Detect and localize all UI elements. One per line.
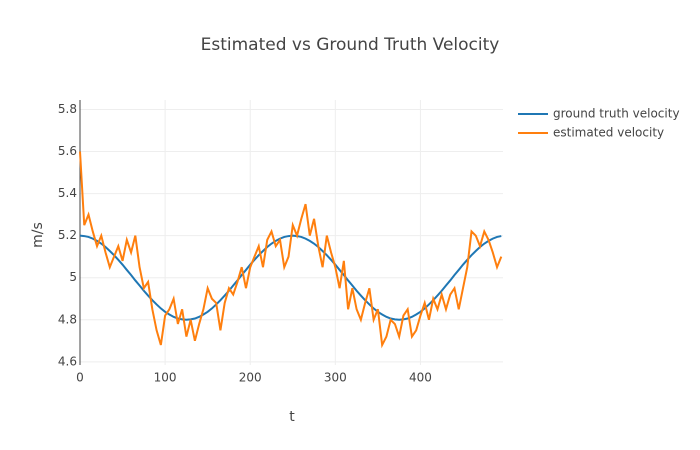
y-tick-label: 5.2 xyxy=(58,228,77,242)
y-tick-label: 4.8 xyxy=(58,312,77,326)
x-tick-label: 400 xyxy=(409,371,432,385)
legend-label: estimated velocity xyxy=(553,126,664,140)
chart-title: Estimated vs Ground Truth Velocity xyxy=(201,35,500,55)
x-tick-label: 300 xyxy=(324,371,347,385)
x-tick-label: 0 xyxy=(76,371,84,385)
x-tick-label: 100 xyxy=(154,371,177,385)
y-tick-label: 4.6 xyxy=(58,354,77,368)
y-tick-label: 5.6 xyxy=(58,144,77,158)
y-tick-label: 5.8 xyxy=(58,102,77,116)
legend-label: ground truth velocity xyxy=(553,107,680,121)
y-tick-label: 5 xyxy=(69,270,77,284)
x-tick-label: 200 xyxy=(239,371,262,385)
series-line xyxy=(79,151,503,349)
x-axis-label: t xyxy=(289,409,295,425)
y-tick-label: 5.4 xyxy=(58,186,77,200)
y-axis-label: m/s xyxy=(30,222,46,248)
